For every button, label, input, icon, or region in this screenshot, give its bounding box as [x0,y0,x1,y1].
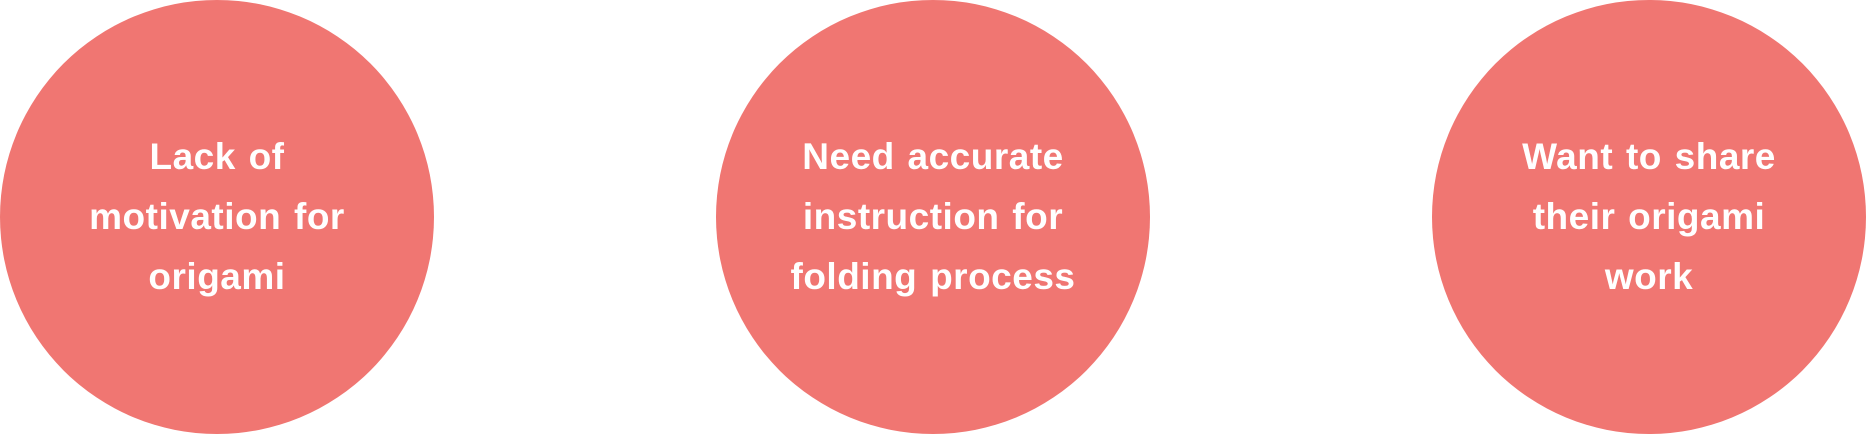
circle-lack-of-motivation: Lack of motivation for origami [0,0,434,434]
circle-want-to-share: Want to share their origami work [1432,0,1866,434]
circle-label: Need accurate instruction for folding pr… [790,136,1076,297]
circle-need-accurate-instruction: Need accurate instruction for folding pr… [716,0,1150,434]
circle-label: Lack of motivation for origami [89,136,345,297]
circle-label: Want to share their origami work [1522,136,1776,297]
